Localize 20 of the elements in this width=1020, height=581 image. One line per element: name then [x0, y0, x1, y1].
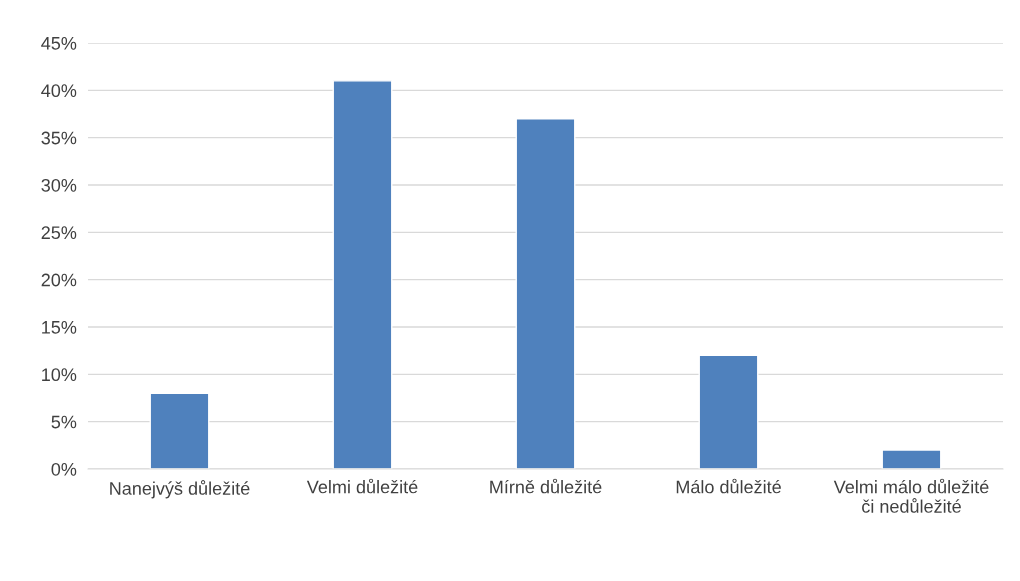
y-tick-label: 10%	[42, 368, 77, 382]
x-tick-label: Velmi důležité	[306, 478, 418, 494]
y-tick-label: 25%	[41, 226, 77, 240]
bar	[332, 80, 393, 469]
y-tick-label: 5%	[51, 415, 77, 429]
y-tick-label: 0%	[51, 462, 77, 476]
y-tick-label: 15%	[42, 321, 77, 334]
x-tick-label: Nanejvýš důležité	[110, 480, 250, 499]
y-tick-label: 45%	[41, 37, 77, 50]
y-tick-label: 20%	[41, 273, 77, 287]
bar	[149, 392, 210, 469]
bar	[515, 118, 576, 469]
x-tick-label: Velmi málo důležité či nedůležité	[833, 478, 989, 513]
y-tick-label: 30%	[41, 178, 77, 192]
x-tick-label: Málo důležité	[676, 478, 781, 494]
y-tick-label: 40%	[41, 84, 77, 98]
x-tick-label: Mírně důležité	[490, 478, 602, 494]
y-tick-label: 35%	[41, 131, 77, 145]
bar	[698, 354, 759, 469]
bar	[881, 449, 942, 469]
